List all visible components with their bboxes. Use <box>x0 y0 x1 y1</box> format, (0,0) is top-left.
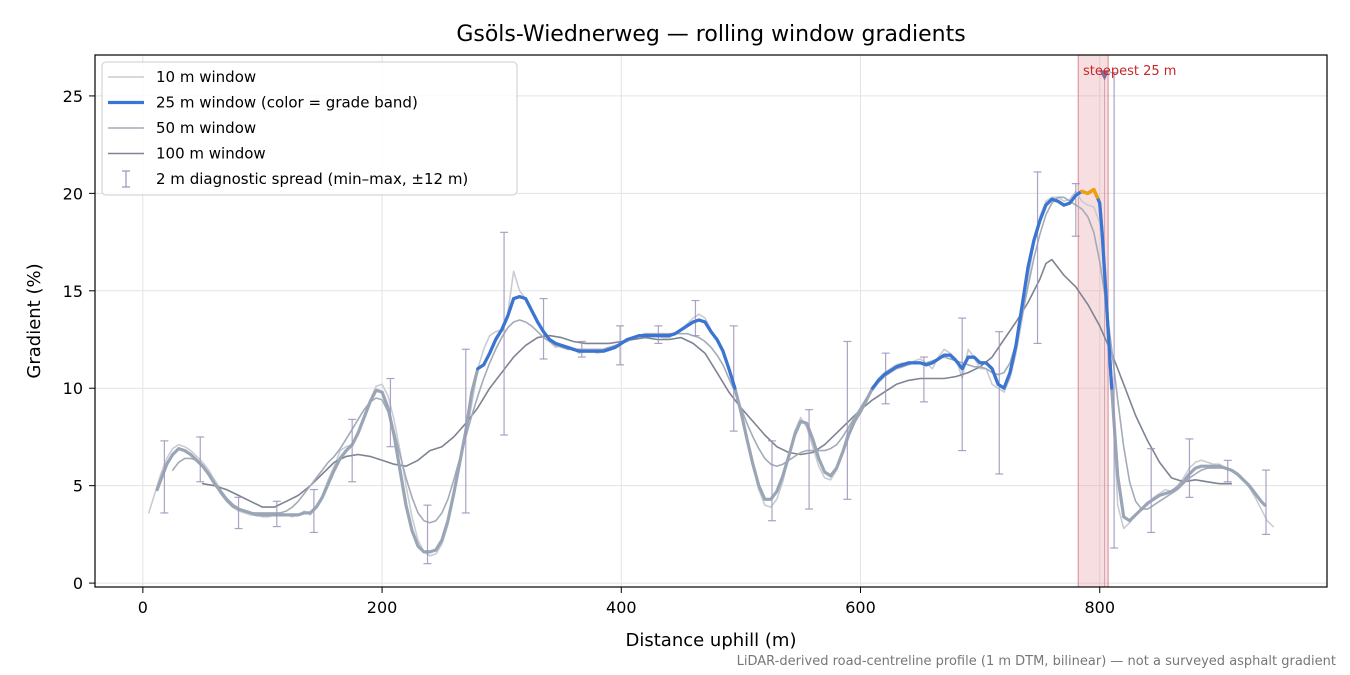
spread-bar <box>500 231 509 436</box>
grade-band-normal <box>476 295 737 390</box>
spread-bar <box>768 440 777 522</box>
steepest-band <box>1077 54 1110 588</box>
spread-bar <box>234 496 243 530</box>
legend-entry: 100 m window <box>108 145 266 163</box>
legend-label: 25 m window (color = grade band) <box>156 94 418 112</box>
y-tick-label: 10 <box>63 379 83 398</box>
spread-bar <box>1147 448 1156 534</box>
grade-band-overlay <box>476 187 1114 390</box>
spread-bar <box>881 352 890 405</box>
y-tick-label: 20 <box>63 184 83 203</box>
spread-bar <box>691 299 700 337</box>
series-line-2 <box>171 196 1242 524</box>
spread-bar <box>196 436 205 483</box>
axis-ticks: 0 200 400 600 800 0 5 10 15 20 25 <box>63 87 1115 617</box>
y-tick-label: 0 <box>73 574 83 593</box>
spread-bar <box>1185 438 1194 498</box>
legend-entry: 2 m diagnostic spread (min–max, ±12 m) <box>122 170 468 188</box>
grade-band-steep <box>1080 187 1099 199</box>
y-axis-label: Gradient (%) <box>24 263 45 378</box>
steepest-band-rect <box>1077 54 1109 588</box>
steepest-marker <box>1099 70 1110 81</box>
spread-bar <box>309 488 318 534</box>
footnote: LiDAR-derived road-centreline profile (1… <box>737 654 1336 669</box>
x-tick-label: 200 <box>367 598 398 617</box>
spread-bar <box>386 377 395 448</box>
x-axis-label: Distance uphill (m) <box>626 630 797 651</box>
annotation: steepest 25 m <box>1083 64 1176 79</box>
spread-bar <box>958 317 967 452</box>
spread-bar <box>1033 171 1042 345</box>
legend-label: 100 m window <box>156 145 266 163</box>
spread-bar <box>423 504 432 565</box>
legend-label: 10 m window <box>156 68 256 86</box>
spread-bar <box>805 409 814 510</box>
annotation-label: steepest 25 m <box>1083 64 1176 79</box>
spread-bar <box>1261 469 1270 535</box>
spread-bar <box>729 325 738 432</box>
chart-title: Gsöls-Wiednerweg — rolling window gradie… <box>456 22 965 47</box>
spread-bar <box>1110 71 1119 549</box>
y-tick-label: 25 <box>63 87 83 106</box>
x-tick-label: 400 <box>606 598 637 617</box>
legend-label: 50 m window <box>156 119 256 137</box>
y-tick-label: 15 <box>63 282 83 301</box>
legend-entry: 25 m window (color = grade band) <box>108 94 418 112</box>
spread-bar <box>348 418 357 483</box>
spread-bars <box>160 71 1270 565</box>
spread-bar <box>160 440 169 514</box>
spread-bar <box>461 348 470 514</box>
spread-bar <box>577 340 586 358</box>
legend-label: 2 m diagnostic spread (min–max, ±12 m) <box>156 170 468 188</box>
x-tick-label: 0 <box>138 598 148 617</box>
spread-bar <box>843 340 852 500</box>
plot-frame <box>94 54 1328 588</box>
spread-bar <box>272 500 281 528</box>
legend-box <box>101 61 518 196</box>
legend-entry: 50 m window <box>108 119 256 137</box>
spread-bar <box>1071 183 1080 237</box>
x-tick-label: 600 <box>845 598 876 617</box>
series-line-3 <box>201 258 1233 508</box>
legend-entry: 10 m window <box>108 68 256 86</box>
spread-bar <box>1223 459 1232 483</box>
legend: 10 m window 25 m window (color = grade ba… <box>101 61 518 196</box>
x-tick-label: 800 <box>1084 598 1115 617</box>
y-tick-label: 5 <box>73 477 83 496</box>
spread-bar <box>995 331 1004 475</box>
